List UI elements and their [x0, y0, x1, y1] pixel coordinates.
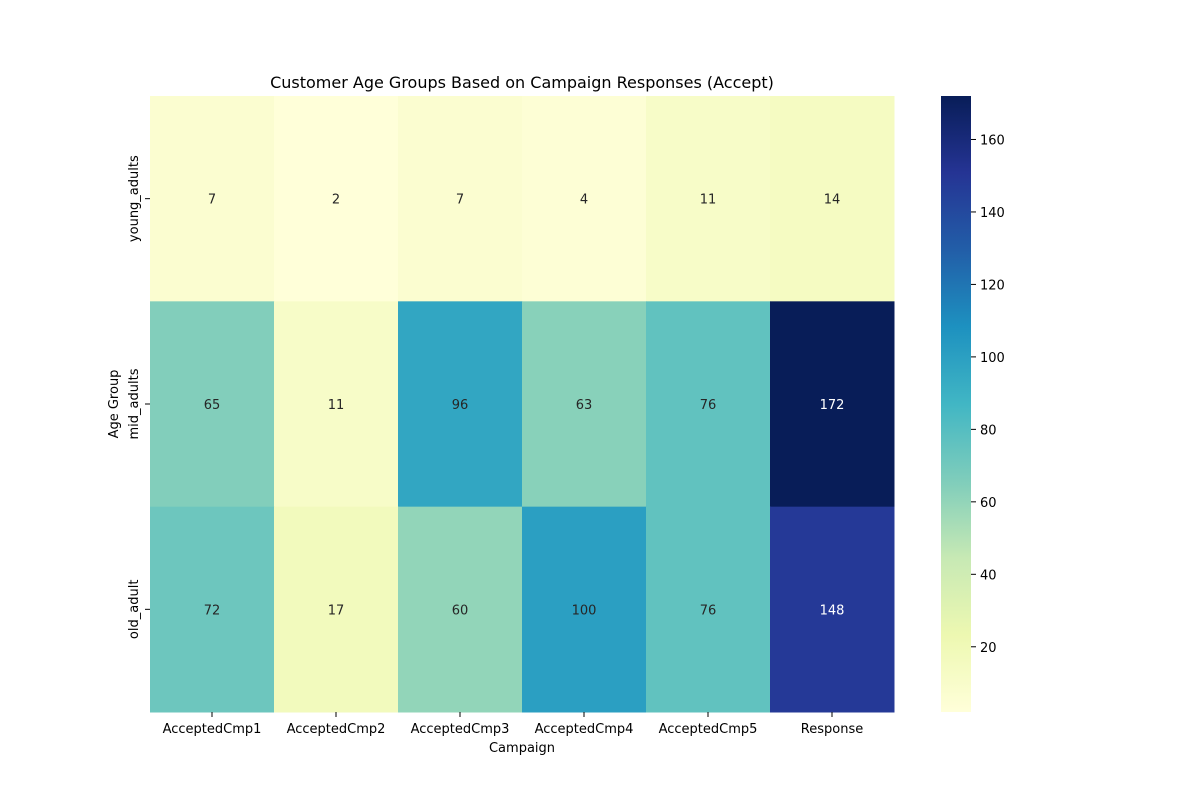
colorbar — [941, 96, 971, 712]
cell-value-label: 14 — [824, 193, 841, 208]
x-tick-label: AcceptedCmp1 — [163, 722, 262, 737]
x-tick-label: AcceptedCmp3 — [411, 722, 510, 737]
colorbar-tick-label: 140 — [980, 206, 1005, 221]
x-tick-label: AcceptedCmp2 — [287, 722, 386, 737]
colorbar-gradient — [941, 96, 971, 712]
cell-value-label: 100 — [572, 603, 597, 618]
x-axis-label: Campaign — [489, 741, 555, 756]
heatmap-cell — [770, 96, 895, 302]
colorbar-tick-label: 100 — [980, 351, 1005, 366]
heatmap-cell — [522, 96, 647, 302]
heatmap-cell — [522, 506, 647, 713]
colorbar-tick-label: 40 — [980, 568, 997, 583]
cell-value-label: 11 — [328, 398, 345, 413]
colorbar-tick-label: 80 — [980, 423, 997, 438]
x-tick-label: Response — [801, 722, 863, 737]
heatmap-cell — [150, 301, 275, 508]
heatmap-cell — [646, 96, 771, 302]
heatmap-cell — [770, 301, 895, 508]
cell-value-label: 76 — [700, 603, 717, 618]
heatmap-cell — [770, 506, 895, 713]
cell-value-label: 11 — [700, 193, 717, 208]
cell-value-label: 17 — [328, 603, 345, 618]
cell-value-label: 96 — [452, 398, 469, 413]
heatmap-cell — [646, 506, 771, 713]
x-tick-label: AcceptedCmp4 — [535, 722, 634, 737]
cell-value-label: 72 — [204, 603, 221, 618]
heatmap-cell — [274, 301, 399, 508]
y-tick-label: old_adult — [127, 580, 142, 639]
heatmap-cells — [150, 96, 895, 713]
y-axis-label: Age Group — [107, 370, 122, 439]
cell-value-label: 7 — [456, 193, 464, 208]
heatmap-cell — [398, 301, 523, 508]
y-tick-label: mid_adults — [127, 368, 142, 439]
chart-title: Customer Age Groups Based on Campaign Re… — [270, 73, 774, 92]
colorbar-ticks: 20 40 60 80 100 120 140 160 — [971, 133, 1005, 656]
heatmap-cell — [398, 96, 523, 302]
heatmap-cell — [274, 96, 399, 302]
cell-value-label: 148 — [820, 603, 845, 618]
cell-value-label: 7 — [208, 193, 216, 208]
x-tick-label: AcceptedCmp5 — [659, 722, 758, 737]
heatmap-cell — [398, 506, 523, 713]
cell-value-label: 65 — [204, 398, 221, 413]
y-tick-label: young_adults — [127, 155, 142, 242]
heatmap-cell — [274, 506, 399, 713]
cell-value-label: 4 — [580, 193, 588, 208]
heatmap-cell — [150, 96, 275, 302]
cell-value-label: 76 — [700, 398, 717, 413]
colorbar-tick-label: 160 — [980, 133, 1005, 148]
colorbar-tick-label: 120 — [980, 278, 1005, 293]
heatmap-cell — [522, 301, 647, 508]
colorbar-tick-label: 20 — [980, 641, 997, 656]
heatmap-cell — [646, 301, 771, 508]
cell-value-label: 172 — [820, 398, 845, 413]
colorbar-tick-label: 60 — [980, 496, 997, 511]
x-axis: AcceptedCmp1 AcceptedCmp2 AcceptedCmp3 Acce… — [163, 712, 863, 737]
heatmap-cell — [150, 506, 275, 713]
y-axis: young_adults mid_adults old_adult — [127, 155, 150, 639]
cell-value-label: 63 — [576, 398, 593, 413]
cell-value-label: 2 — [332, 193, 340, 208]
cell-value-label: 60 — [452, 603, 469, 618]
